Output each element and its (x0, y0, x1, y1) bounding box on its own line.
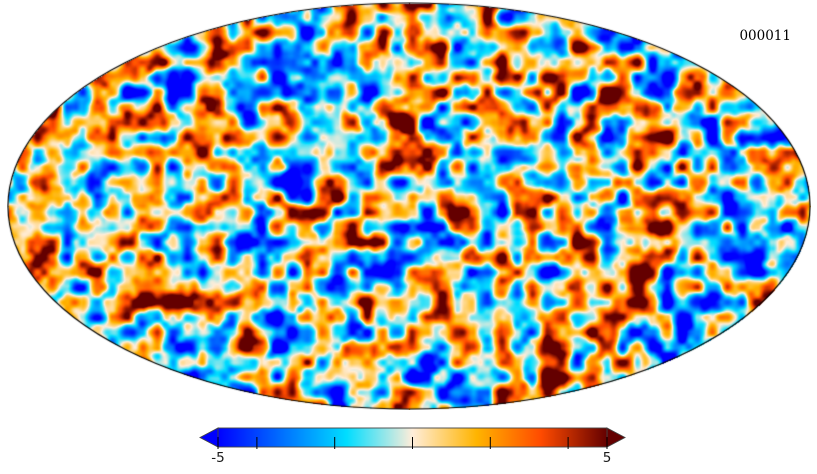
colorbar-left-arrow (199, 427, 219, 448)
colorbar-max-label: 5 (602, 450, 612, 466)
colorbar: -5 5 (199, 427, 626, 473)
colorbar-svg (199, 427, 626, 449)
colorbar-right-arrow (606, 427, 626, 448)
frame-label: 000011 (739, 28, 791, 44)
colorbar-min-label: -5 (211, 450, 225, 466)
mollweide-map-canvas (7, 2, 811, 410)
